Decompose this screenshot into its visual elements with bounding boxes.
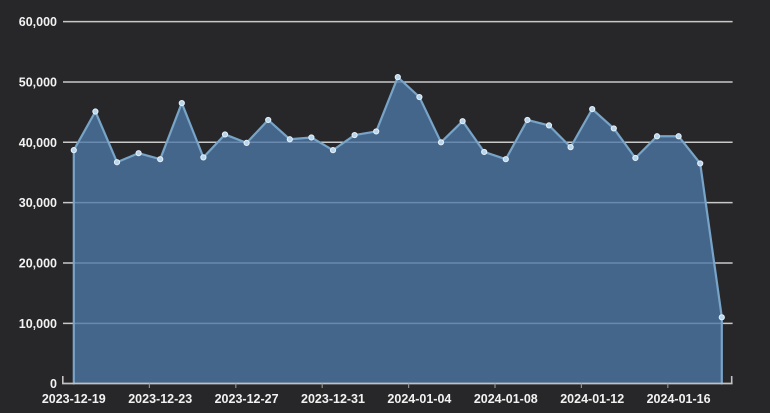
data-point-marker[interactable] bbox=[481, 148, 488, 156]
data-point-marker[interactable] bbox=[459, 118, 466, 125]
y-tick-label: 30,000 bbox=[19, 196, 57, 210]
y-tick-label: 0 bbox=[50, 377, 57, 391]
data-point-marker[interactable] bbox=[221, 131, 229, 138]
data-point-marker[interactable] bbox=[675, 133, 682, 140]
y-tick-label: 10,000 bbox=[19, 317, 57, 331]
data-point-marker[interactable] bbox=[697, 160, 704, 167]
data-point-marker[interactable] bbox=[653, 133, 661, 140]
x-tick-label: 2024-01-04 bbox=[387, 392, 451, 406]
x-tick-label: 2024-01-16 bbox=[647, 392, 711, 406]
area-series bbox=[73, 77, 722, 384]
data-point-marker[interactable] bbox=[70, 147, 77, 154]
data-point-marker[interactable] bbox=[589, 106, 596, 113]
y-tick-label: 60,000 bbox=[19, 15, 57, 29]
y-tick-label: 40,000 bbox=[19, 136, 57, 150]
data-point-marker[interactable] bbox=[113, 159, 121, 166]
data-point-marker[interactable] bbox=[157, 156, 164, 163]
data-point-marker[interactable] bbox=[524, 116, 531, 124]
x-axis bbox=[61, 376, 733, 388]
y-tick-label: 20,000 bbox=[19, 257, 57, 271]
data-point-marker[interactable] bbox=[286, 136, 293, 143]
data-point-marker[interactable] bbox=[329, 147, 337, 154]
x-axis-labels: 2023-12-19 2023-12-23 2023-12-27 2023-12-31… bbox=[42, 392, 711, 406]
data-point-marker[interactable] bbox=[394, 74, 401, 81]
data-point-marker[interactable] bbox=[373, 128, 380, 135]
x-tick-label: 2023-12-27 bbox=[215, 392, 279, 406]
data-point-marker[interactable] bbox=[200, 154, 207, 161]
data-point-marker[interactable] bbox=[135, 150, 142, 157]
data-point-marker[interactable] bbox=[718, 314, 725, 321]
data-point-marker[interactable] bbox=[308, 134, 315, 141]
data-point-marker[interactable] bbox=[437, 139, 445, 146]
x-tick-label: 2024-01-12 bbox=[560, 392, 624, 406]
data-point-marker[interactable] bbox=[265, 116, 272, 124]
data-point-marker[interactable] bbox=[502, 156, 509, 163]
data-point-marker[interactable] bbox=[632, 154, 639, 162]
y-axis-labels: 0 10,000 20,000 30,000 40,000 50,000 60,000 bbox=[19, 15, 57, 391]
x-tick-label: 2023-12-23 bbox=[128, 392, 192, 406]
data-point-marker[interactable] bbox=[243, 139, 250, 147]
y-tick-label: 50,000 bbox=[19, 75, 57, 89]
series-area bbox=[73, 77, 722, 384]
data-point-marker[interactable] bbox=[610, 125, 617, 132]
x-tick-label: 2023-12-31 bbox=[301, 392, 365, 406]
x-tick-label: 2024-01-08 bbox=[474, 392, 538, 406]
x-tick-label: 2023-12-19 bbox=[42, 392, 106, 406]
data-point-markers bbox=[70, 74, 725, 321]
data-point-marker[interactable] bbox=[545, 122, 553, 129]
data-point-marker[interactable] bbox=[416, 93, 423, 101]
data-point-marker[interactable] bbox=[178, 99, 185, 107]
data-point-marker[interactable] bbox=[92, 108, 99, 115]
data-point-marker[interactable] bbox=[567, 144, 574, 151]
data-point-marker[interactable] bbox=[351, 131, 358, 139]
